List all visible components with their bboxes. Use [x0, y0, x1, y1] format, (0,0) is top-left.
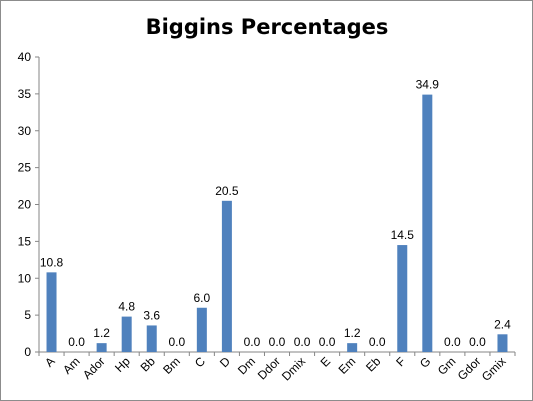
x-tick-label-F: F [393, 354, 408, 369]
bar-Gmix [497, 334, 508, 352]
y-tick-label: 0 [24, 345, 31, 359]
x-tick-label-Am: Am [60, 354, 83, 377]
data-label-C: 6.0 [193, 291, 210, 305]
x-tick-label-Gmix: Gmix [479, 354, 509, 384]
x-tick-label-A: A [42, 354, 58, 370]
data-label-Gmix: 2.4 [494, 317, 511, 331]
y-tick-label: 5 [24, 308, 31, 322]
x-tick-label-Bm: Bm [160, 354, 183, 377]
chart-title: Biggins Percentages [146, 15, 389, 39]
data-label-E: 0.0 [319, 335, 336, 349]
x-tick-label-Eb: Eb [363, 354, 384, 375]
data-label-G: 34.9 [416, 78, 440, 92]
x-tick-label-Dmix: Dmix [279, 354, 308, 383]
bar-D [221, 200, 232, 352]
y-tick-label: 15 [18, 234, 32, 248]
data-label-Ddor: 0.0 [269, 335, 286, 349]
data-label-A: 10.8 [40, 255, 64, 269]
x-tick-label-Bb: Bb [138, 354, 159, 375]
bars [46, 94, 508, 353]
x-tick-label-Gdor: Gdor [455, 354, 484, 383]
data-label-F: 14.5 [391, 228, 415, 242]
bar-F [397, 245, 408, 352]
x-tick-label-G: G [417, 354, 434, 371]
y-tick-label: 40 [18, 50, 32, 64]
data-label-Ador: 1.2 [93, 326, 110, 340]
y-tick-label: 10 [18, 271, 32, 285]
data-label-Em: 1.2 [344, 326, 361, 340]
y-tick-label: 25 [18, 161, 32, 175]
bar-Hp [121, 316, 132, 352]
bar-Bb [146, 325, 157, 352]
data-label-Hp: 4.8 [118, 300, 135, 314]
bar-Em [347, 343, 358, 352]
data-label-Gm: 0.0 [444, 335, 461, 349]
x-tick-label-Ador: Ador [80, 354, 108, 382]
y-tick-label: 30 [18, 124, 32, 138]
data-label-Bm: 0.0 [168, 335, 185, 349]
bar-G [422, 94, 433, 353]
y-tick-label: 35 [18, 87, 32, 101]
bar-Ador [96, 343, 107, 352]
data-label-Eb: 0.0 [369, 335, 386, 349]
x-tick-label-D: D [217, 354, 233, 370]
x-tick-label-C: C [192, 354, 208, 370]
y-tick-label: 20 [18, 198, 32, 212]
x-tick-label-Dm: Dm [235, 354, 258, 377]
data-label-Dmix: 0.0 [294, 335, 311, 349]
x-tick-label-Hp: Hp [112, 354, 133, 375]
bar-A [46, 272, 57, 352]
bar-C [196, 307, 207, 352]
data-label-D: 20.5 [215, 184, 239, 198]
data-label-Gdor: 0.0 [469, 335, 486, 349]
x-tick-label-E: E [318, 354, 334, 370]
data-labels: 10.8 0.0 1.2 4.8 3.6 0.0 6.0 20.5 0.0 0.0 0.0 0.0 1.… [40, 78, 511, 349]
x-tick-label-Em: Em [336, 354, 359, 377]
x-tick-label-Ddor: Ddor [255, 354, 283, 382]
data-label-Am: 0.0 [68, 335, 85, 349]
data-label-Bb: 3.6 [143, 308, 160, 322]
data-label-Dm: 0.0 [244, 335, 261, 349]
